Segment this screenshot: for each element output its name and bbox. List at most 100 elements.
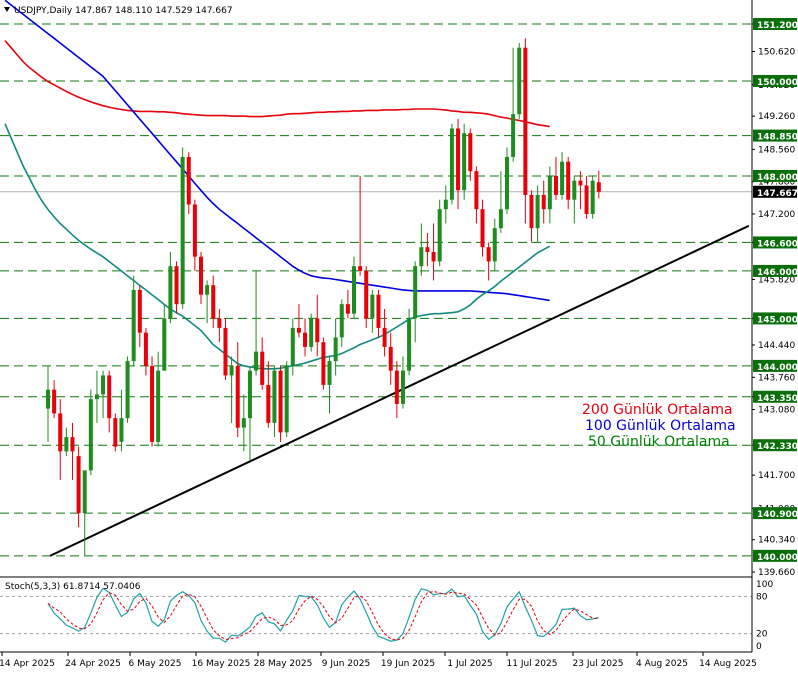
- level-price-label: 144.000: [757, 363, 798, 373]
- candle-body[interactable]: [498, 209, 503, 229]
- candle-body[interactable]: [400, 370, 405, 404]
- candle-body[interactable]: [535, 194, 540, 229]
- candle-body[interactable]: [413, 266, 418, 319]
- candle-body[interactable]: [260, 351, 265, 385]
- candle-body[interactable]: [333, 337, 338, 362]
- candle-body[interactable]: [376, 294, 381, 328]
- candle-body[interactable]: [590, 180, 595, 214]
- candle-body[interactable]: [321, 342, 326, 385]
- candle-body[interactable]: [474, 171, 479, 210]
- candle-body[interactable]: [64, 437, 69, 452]
- candle-body[interactable]: [150, 365, 155, 442]
- candle-body[interactable]: [511, 114, 516, 157]
- candle-body[interactable]: [272, 370, 277, 423]
- candle-body[interactable]: [186, 156, 191, 205]
- x-tick-label: 24 Apr 2025: [65, 659, 121, 669]
- candle-body[interactable]: [541, 194, 546, 210]
- candle-body[interactable]: [241, 418, 246, 428]
- candle-body[interactable]: [119, 418, 124, 442]
- candle-body[interactable]: [52, 389, 57, 414]
- candle-body[interactable]: [101, 375, 106, 395]
- candle-body[interactable]: [370, 294, 375, 319]
- candle-body[interactable]: [266, 384, 271, 423]
- candle-body[interactable]: [456, 128, 461, 191]
- candle-body[interactable]: [247, 370, 252, 419]
- candle-body[interactable]: [407, 318, 412, 371]
- candle-body[interactable]: [388, 346, 393, 371]
- candle-body[interactable]: [284, 365, 289, 433]
- candle-body[interactable]: [168, 266, 173, 319]
- candle-body[interactable]: [431, 251, 436, 262]
- candle-body[interactable]: [560, 161, 565, 195]
- candle-body[interactable]: [296, 327, 301, 333]
- candle-body[interactable]: [58, 413, 63, 452]
- candle-body[interactable]: [394, 370, 399, 404]
- candle-body[interactable]: [462, 133, 467, 191]
- candle-body[interactable]: [88, 399, 93, 471]
- candle-body[interactable]: [76, 456, 81, 514]
- candle-body[interactable]: [566, 161, 571, 200]
- y-tick-label: 149.260: [758, 112, 795, 122]
- candle-body[interactable]: [443, 199, 448, 210]
- candle-body[interactable]: [480, 209, 485, 248]
- candle-body[interactable]: [303, 332, 308, 347]
- candle-body[interactable]: [553, 175, 558, 195]
- candle-body[interactable]: [596, 182, 601, 192]
- level-price-box: [753, 129, 797, 142]
- candle-body[interactable]: [156, 370, 161, 442]
- candle-body[interactable]: [309, 318, 314, 347]
- candle-body[interactable]: [192, 204, 197, 257]
- candle-body[interactable]: [235, 365, 240, 428]
- level-price-box: [753, 17, 797, 30]
- candle-body[interactable]: [547, 175, 552, 210]
- candle-body[interactable]: [437, 209, 442, 262]
- candle-body[interactable]: [46, 389, 50, 409]
- candle-body[interactable]: [468, 133, 473, 172]
- candle-body[interactable]: [327, 361, 332, 385]
- candle-body[interactable]: [523, 47, 528, 195]
- candle-body[interactable]: [505, 156, 509, 210]
- candle-body[interactable]: [174, 266, 179, 305]
- candle-body[interactable]: [143, 332, 148, 366]
- candle-body[interactable]: [425, 247, 430, 252]
- candle-body[interactable]: [94, 394, 99, 400]
- candle-body[interactable]: [572, 180, 577, 200]
- candle-body[interactable]: [180, 156, 185, 305]
- candle-body[interactable]: [131, 289, 136, 362]
- candle-body[interactable]: [364, 270, 369, 319]
- candle-body[interactable]: [199, 256, 203, 295]
- candle-body[interactable]: [578, 180, 583, 186]
- candle-body[interactable]: [217, 318, 222, 328]
- candle-body[interactable]: [419, 247, 424, 267]
- candle-body[interactable]: [352, 266, 356, 314]
- candle-body[interactable]: [82, 470, 87, 514]
- dropdown-triangle-icon[interactable]: [4, 7, 10, 12]
- candle-body[interactable]: [162, 318, 167, 371]
- trendline[interactable]: [49, 224, 750, 557]
- candle-body[interactable]: [339, 304, 344, 338]
- candle-body[interactable]: [492, 228, 497, 262]
- candle-body[interactable]: [278, 370, 283, 433]
- candle-body[interactable]: [345, 304, 350, 314]
- candle-body[interactable]: [529, 194, 534, 229]
- candle-body[interactable]: [254, 351, 259, 371]
- candle-body[interactable]: [223, 327, 228, 376]
- candle-body[interactable]: [584, 185, 589, 214]
- candle-body[interactable]: [113, 418, 118, 447]
- candle-body[interactable]: [125, 361, 130, 419]
- candle-body[interactable]: [358, 266, 363, 271]
- candle-body[interactable]: [290, 327, 295, 366]
- candle-body[interactable]: [315, 318, 320, 343]
- candle-body[interactable]: [486, 247, 491, 262]
- candle-body[interactable]: [229, 365, 234, 376]
- candle-body[interactable]: [107, 375, 112, 419]
- candle-body[interactable]: [517, 47, 522, 115]
- candle-body[interactable]: [70, 437, 75, 452]
- level-price-label: 142.330: [757, 442, 798, 452]
- candle-body[interactable]: [449, 128, 454, 200]
- candle-body[interactable]: [205, 285, 210, 295]
- candle-body[interactable]: [211, 285, 216, 319]
- candle-body[interactable]: [137, 289, 142, 333]
- candle-body[interactable]: [382, 327, 387, 347]
